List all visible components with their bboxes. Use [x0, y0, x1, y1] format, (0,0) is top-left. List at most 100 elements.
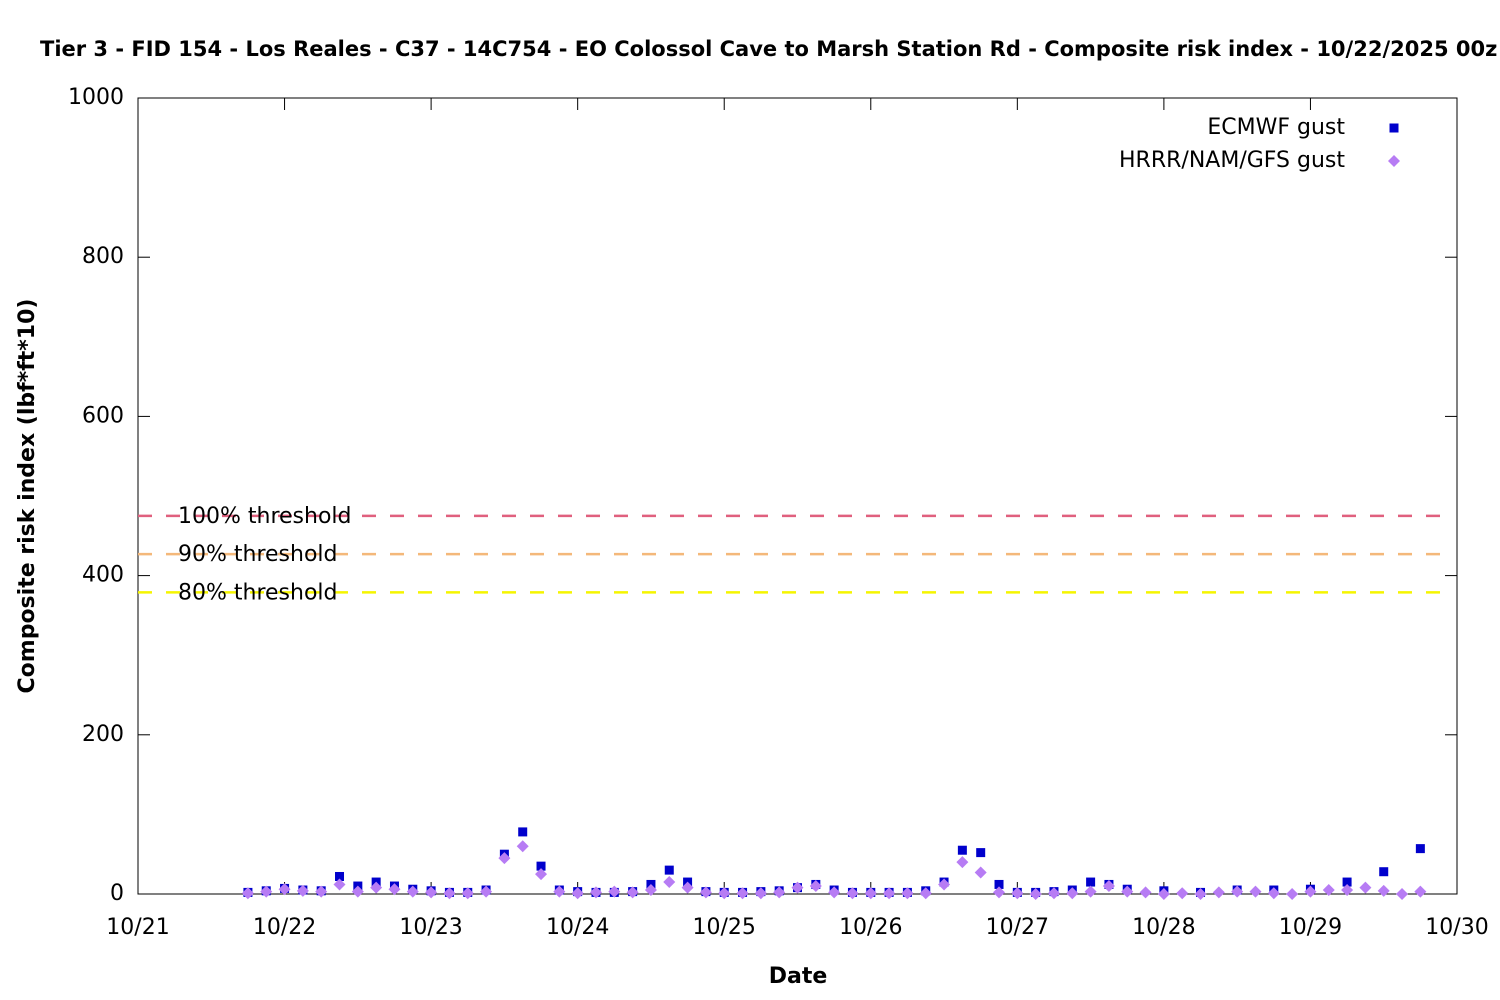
data-point — [260, 885, 273, 898]
data-point — [571, 887, 584, 900]
data-point — [1304, 885, 1317, 898]
data-point — [956, 856, 969, 869]
data-point — [1379, 867, 1389, 877]
data-point — [1102, 880, 1115, 893]
data-point — [296, 884, 309, 897]
data-point — [388, 883, 401, 896]
y-tick-label: 0 — [110, 881, 124, 906]
data-point — [644, 884, 657, 897]
legend-marker — [1389, 123, 1399, 133]
data-point — [773, 886, 786, 899]
data-point — [1029, 888, 1042, 900]
data-point — [1194, 888, 1207, 900]
x-tick-label: 10/21 — [106, 915, 169, 940]
x-tick-label: 10/28 — [1132, 915, 1195, 940]
data-point — [1231, 885, 1244, 898]
legend-label: ECMWF gust — [1207, 115, 1345, 140]
x-tick-label: 10/25 — [693, 915, 756, 940]
data-point — [663, 876, 676, 889]
data-point — [699, 886, 712, 899]
data-point — [1286, 888, 1299, 900]
threshold-label: 90% threshold — [178, 542, 338, 567]
data-point — [809, 880, 822, 893]
data-point — [1267, 887, 1280, 900]
data-point — [333, 878, 346, 891]
data-point — [626, 886, 639, 899]
data-point — [241, 887, 254, 900]
x-tick-label: 10/22 — [253, 915, 316, 940]
data-point — [1157, 888, 1170, 900]
data-point — [461, 887, 474, 900]
data-point — [351, 885, 364, 898]
data-point — [718, 887, 731, 900]
data-point — [1249, 885, 1262, 898]
data-point — [498, 852, 511, 865]
data-point — [536, 861, 546, 871]
data-point — [406, 885, 419, 898]
chart-title: Tier 3 - FID 154 - Los Reales - C37 - 14… — [40, 37, 1500, 61]
y-tick-label: 800 — [82, 244, 124, 269]
y-tick-label: 1000 — [68, 85, 124, 110]
data-point — [370, 881, 383, 894]
data-point — [919, 887, 932, 900]
data-point — [1359, 881, 1372, 894]
data-point — [443, 887, 456, 900]
threshold-label: 80% threshold — [178, 580, 338, 605]
data-point — [957, 845, 967, 855]
data-point — [791, 881, 804, 894]
data-point — [1047, 887, 1060, 900]
data-point — [846, 887, 859, 900]
x-tick-label: 10/30 — [1425, 915, 1488, 940]
data-point — [736, 887, 749, 900]
data-point — [1139, 886, 1152, 899]
y-axis-label: Composite risk index (lbf*ft*10) — [15, 299, 40, 694]
data-point — [1322, 884, 1335, 897]
data-point — [1414, 885, 1427, 898]
data-point — [1176, 887, 1189, 900]
data-point — [1377, 884, 1390, 897]
x-tick-label: 10/23 — [399, 915, 462, 940]
data-point — [589, 886, 602, 899]
data-point — [480, 885, 493, 898]
x-axis-label: Date — [769, 964, 828, 989]
data-point — [1415, 844, 1425, 854]
x-tick-label: 10/29 — [1279, 915, 1342, 940]
data-point — [425, 886, 438, 899]
threshold-label: 100% threshold — [178, 504, 352, 529]
data-point — [315, 885, 328, 898]
data-point — [883, 887, 896, 900]
y-tick-label: 400 — [82, 563, 124, 588]
data-point — [1011, 887, 1024, 900]
data-point — [828, 886, 841, 899]
x-tick-label: 10/24 — [546, 915, 609, 940]
data-point — [1086, 877, 1096, 887]
x-tick-label: 10/26 — [839, 915, 902, 940]
data-point — [1342, 877, 1352, 887]
data-point — [664, 865, 674, 875]
data-point — [1121, 885, 1134, 898]
data-point — [976, 848, 986, 858]
data-point — [278, 883, 291, 896]
y-tick-label: 200 — [82, 722, 124, 747]
data-point — [1341, 884, 1354, 897]
data-point — [681, 881, 694, 894]
data-point — [754, 887, 767, 900]
y-tick-label: 600 — [82, 403, 124, 428]
data-point — [1084, 885, 1097, 898]
data-point — [335, 871, 345, 881]
data-point — [994, 879, 1004, 889]
data-point — [974, 866, 987, 879]
data-point — [553, 885, 566, 898]
x-tick-label: 10/27 — [986, 915, 1049, 940]
data-point — [1212, 886, 1225, 899]
data-point — [901, 887, 914, 900]
data-point — [608, 885, 621, 898]
data-point — [993, 886, 1006, 899]
data-point — [1396, 888, 1409, 900]
legend-label: HRRR/NAM/GFS gust — [1119, 148, 1345, 173]
data-point — [864, 887, 877, 900]
plot-frame — [137, 97, 1458, 895]
data-point — [516, 840, 529, 853]
legend-marker — [1388, 155, 1400, 167]
